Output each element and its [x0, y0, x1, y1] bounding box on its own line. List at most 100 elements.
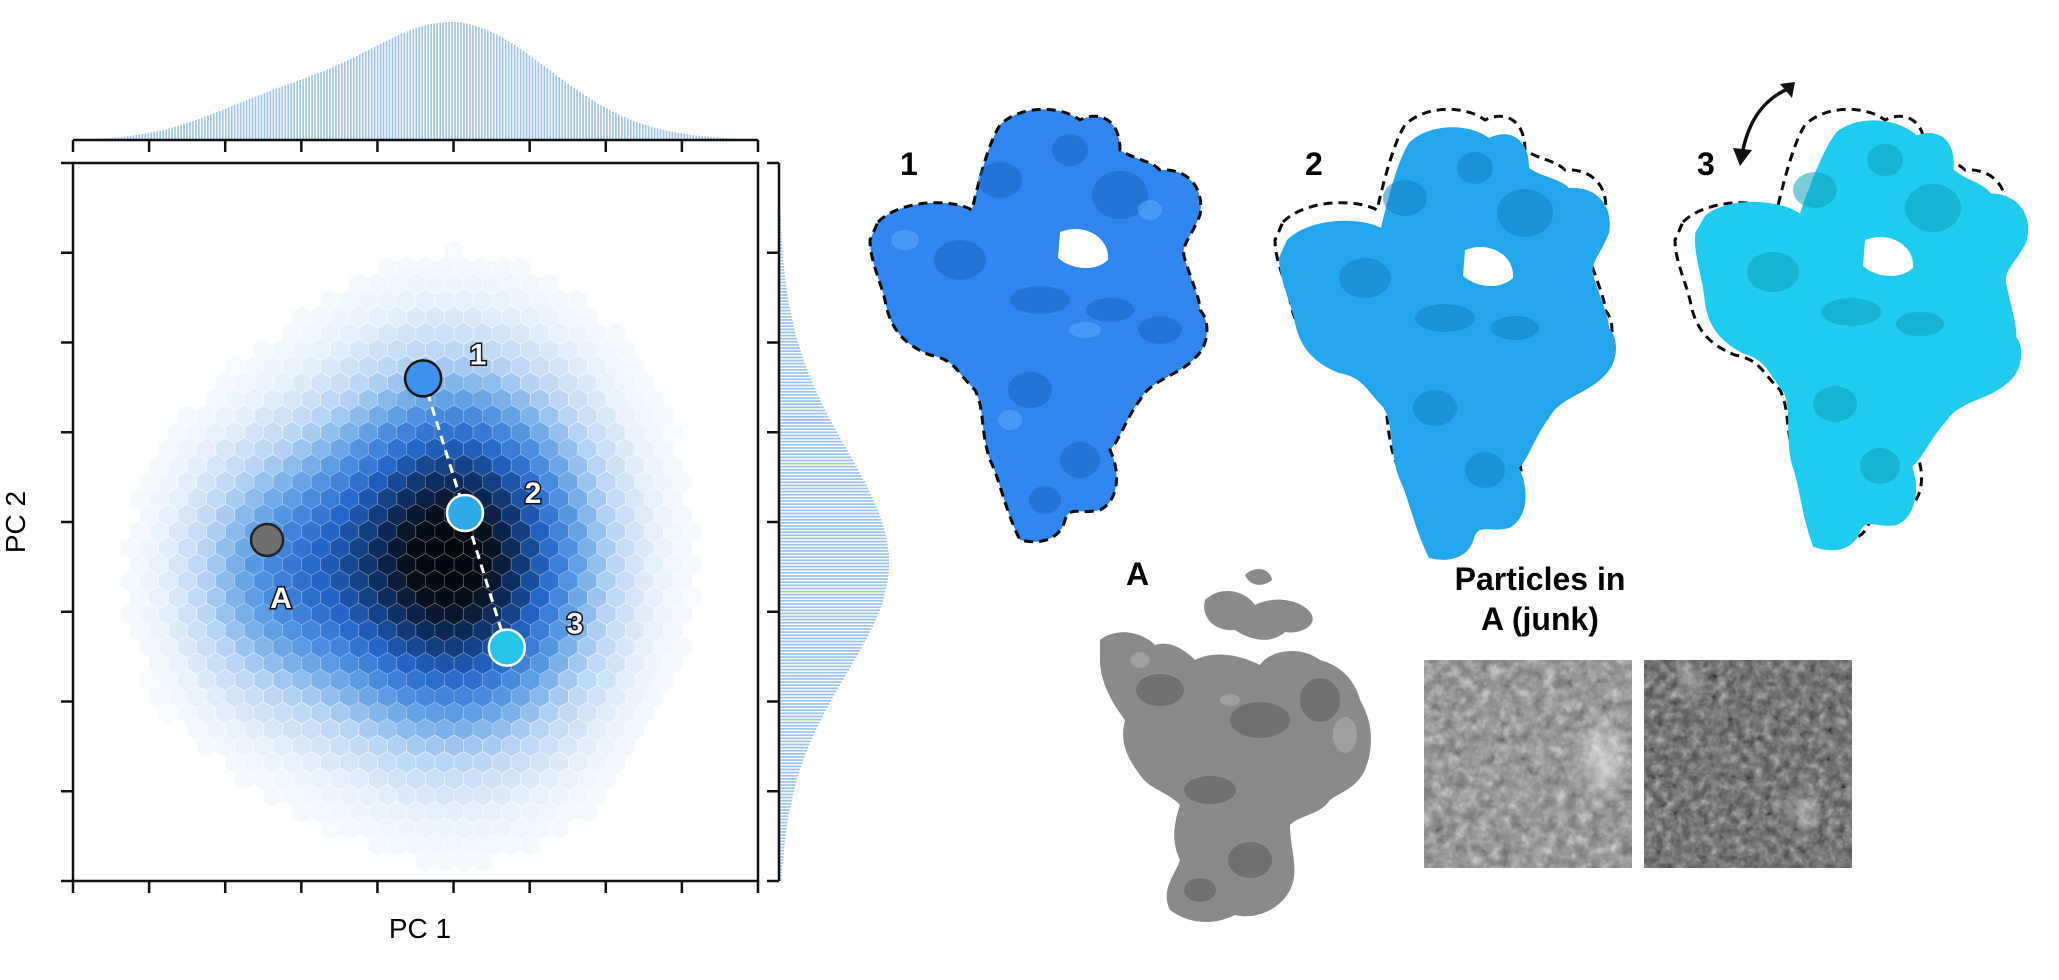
- top-histogram-bar: [451, 22, 453, 140]
- top-histogram-bar: [204, 116, 206, 140]
- state-point-label-a: A: [270, 582, 292, 615]
- right-histogram-bar: [779, 606, 881, 609]
- right-histogram-bar: [779, 365, 807, 368]
- right-histogram-bar: [779, 659, 855, 662]
- top-histogram-bar: [263, 93, 266, 140]
- state-point-label-1: 1: [470, 338, 487, 371]
- right-histogram-bar: [779, 553, 889, 555]
- top-histogram-bar: [448, 22, 450, 140]
- top-histogram-bar: [382, 42, 385, 140]
- top-histogram-bar: [355, 56, 358, 141]
- volume-1-hole: [1058, 228, 1109, 269]
- state-point-1: [403, 359, 443, 398]
- right-histogram-bar: [779, 852, 784, 855]
- right-histogram-bar: [779, 434, 839, 437]
- top-histogram-bar: [347, 60, 349, 140]
- top-histogram-bar: [701, 136, 704, 140]
- right-histogram-bar: [779, 787, 795, 790]
- right-histogram-bar: [779, 481, 865, 484]
- top-histogram-bar: [335, 65, 337, 140]
- top-histogram-bar: [540, 64, 543, 140]
- top-histogram-bar: [650, 126, 653, 140]
- hexbin-cell: [548, 817, 569, 840]
- right-histogram-bar: [779, 746, 809, 749]
- volume-state-1: [868, 107, 1209, 544]
- right-histogram-bar: [779, 459, 853, 462]
- volume-3-body: [1694, 120, 2029, 551]
- top-histogram-bar: [442, 22, 444, 140]
- top-histogram-bar: [210, 114, 212, 140]
- right-histogram-bar: [779, 418, 831, 421]
- top-histogram-bar: [278, 87, 281, 140]
- top-histogram-bar: [457, 22, 459, 140]
- right-histogram-bar: [779, 306, 790, 309]
- top-histogram-bar: [281, 86, 284, 140]
- volume-3-label: 3: [1697, 146, 1715, 182]
- right-histogram-bar: [779, 737, 813, 740]
- right-histogram-bar: [779, 462, 855, 465]
- top-histogram-bar: [147, 133, 150, 140]
- top-histogram-bar: [174, 126, 176, 140]
- top-histogram-bar: [561, 79, 564, 140]
- top-histogram-bar: [126, 136, 129, 140]
- top-histogram-bar: [591, 99, 593, 140]
- top-histogram-bar: [221, 109, 224, 140]
- top-histogram-bar: [305, 77, 307, 140]
- top-histogram-bar: [558, 77, 561, 140]
- volume-3-hole: [1863, 236, 1914, 277]
- top-histogram-bar: [543, 66, 546, 140]
- right-histogram-bar: [779, 241, 783, 243]
- right-histogram-bar: [779, 740, 811, 743]
- top-histogram-bar: [618, 114, 620, 140]
- right-histogram-bar: [779, 522, 883, 524]
- right-histogram-bar: [779, 793, 794, 796]
- right-histogram-bar: [779, 777, 798, 780]
- right-histogram-bar: [779, 771, 800, 774]
- top-histogram-bar: [332, 67, 334, 140]
- top-histogram-bar: [615, 113, 617, 140]
- right-histogram-bar: [779, 443, 845, 446]
- top-histogram-bar: [695, 135, 698, 140]
- right-histogram-bar: [779, 440, 843, 443]
- top-histogram-bar: [135, 135, 138, 140]
- top-histogram-bar: [668, 131, 671, 140]
- particle-image-2: [1644, 660, 1852, 868]
- top-histogram-bar: [484, 29, 486, 141]
- right-histogram-bar: [779, 571, 889, 574]
- right-histogram-bar: [779, 372, 809, 374]
- right-histogram-bar: [779, 674, 846, 677]
- top-histogram-bar: [466, 23, 468, 140]
- top-histogram-bar: [358, 54, 361, 140]
- right-histogram-bar: [779, 262, 784, 265]
- right-histogram-bar: [779, 347, 800, 349]
- top-histogram-bar: [293, 82, 296, 140]
- top-histogram-bar: [460, 22, 462, 140]
- top-histogram-bar: [427, 24, 430, 140]
- top-histogram-bar: [189, 122, 191, 140]
- right-histogram-bar: [779, 493, 872, 496]
- top-histogram-bar: [635, 121, 638, 140]
- top-histogram-bar: [507, 41, 510, 140]
- y-axis-label: PC 2: [0, 491, 31, 553]
- top-histogram-bar: [534, 59, 537, 140]
- top-histogram-bar: [323, 70, 325, 140]
- top-histogram-bar: [707, 136, 710, 140]
- top-histogram-bar: [472, 25, 474, 141]
- right-histogram-bar: [779, 762, 803, 765]
- right-histogram-bar: [779, 362, 805, 365]
- top-histogram-bar: [626, 118, 629, 140]
- right-histogram-bar: [779, 309, 791, 312]
- right-histogram-bar: [779, 653, 859, 655]
- top-histogram-bar: [376, 45, 379, 140]
- top-histogram-bar: [579, 92, 581, 140]
- top-histogram-bar: [531, 57, 534, 140]
- right-histogram-bar: [779, 843, 785, 846]
- right-histogram-bar: [779, 718, 821, 721]
- right-histogram-bar: [779, 344, 799, 346]
- top-histogram-bar: [582, 94, 584, 140]
- state-point-label-3: 3: [566, 608, 583, 641]
- right-histogram-bar: [779, 509, 878, 512]
- right-histogram-bar: [779, 312, 792, 315]
- volume-1-shading: [934, 134, 1182, 514]
- right-histogram-bar: [779, 568, 889, 571]
